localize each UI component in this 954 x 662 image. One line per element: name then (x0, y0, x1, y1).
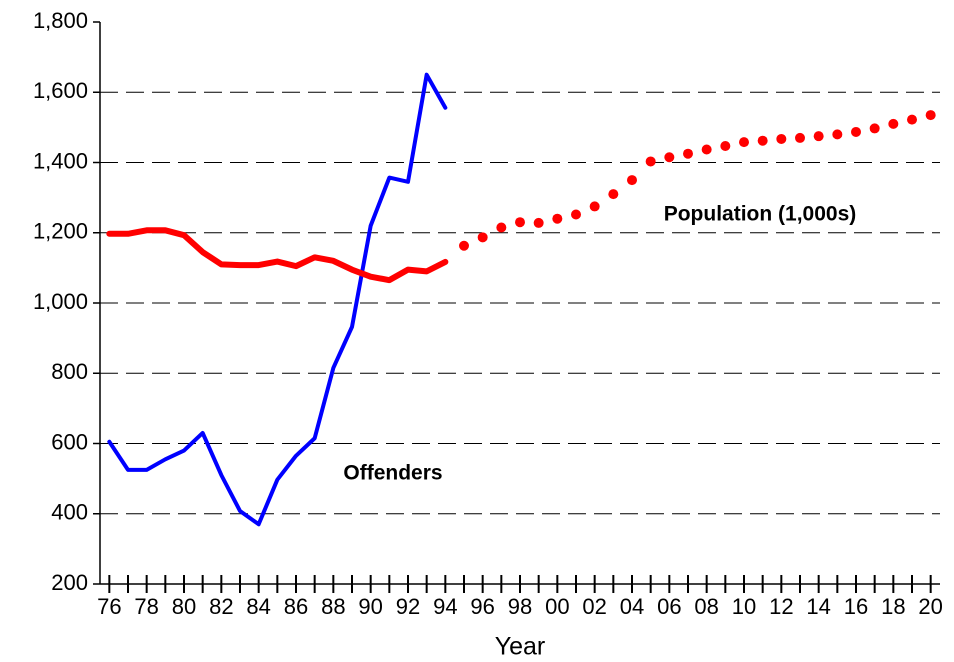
x-tick-label: 78 (134, 594, 158, 619)
x-axis-label: Year (495, 633, 546, 661)
y-tick-label: 400 (51, 500, 88, 525)
data-point (683, 148, 693, 159)
data-point (776, 133, 787, 144)
data-point (701, 144, 712, 155)
data-point (869, 123, 880, 134)
y-tick-label: 1,200 (33, 219, 88, 244)
x-tick-label: 06 (657, 594, 681, 619)
y-tick-label: 800 (51, 359, 88, 384)
data-point (459, 240, 469, 251)
x-tick-label: 84 (246, 594, 270, 619)
x-tick-label: 80 (172, 594, 196, 619)
data-point (552, 213, 563, 224)
data-point (832, 129, 843, 140)
data-point (608, 189, 619, 200)
y-tick-label: 1,800 (33, 8, 88, 33)
x-tick-label: 12 (769, 594, 793, 619)
x-tick-label: 90 (358, 594, 382, 619)
x-tick-label: 04 (620, 594, 644, 619)
x-tick-label: 92 (396, 594, 420, 619)
data-point (533, 217, 544, 228)
x-tick-label: 14 (806, 594, 830, 619)
x-tick-label: 76 (97, 594, 121, 619)
series-line (107, 72, 448, 527)
series-label: Population (1,000s) (664, 203, 857, 226)
data-point (515, 217, 525, 228)
series-label: Offenders (343, 462, 442, 485)
data-point (589, 201, 600, 212)
x-tick-label: 08 (694, 594, 718, 619)
data-point (720, 140, 731, 151)
data-point (571, 209, 581, 220)
data-point (645, 156, 656, 167)
data-point (851, 126, 861, 137)
y-tick-label: 1,600 (33, 78, 88, 103)
data-point (757, 135, 768, 146)
x-tick-label: 86 (284, 594, 308, 619)
y-tick-label: 1,000 (33, 289, 88, 314)
y-tick-label: 600 (51, 429, 88, 454)
x-tick-label: 02 (582, 594, 606, 619)
data-point (907, 114, 917, 125)
data-point (795, 132, 805, 143)
x-tick-label: 20 (918, 594, 942, 619)
data-point (739, 137, 749, 148)
y-tick-label: 1,400 (33, 148, 88, 173)
x-tick-label: 98 (508, 594, 532, 619)
data-point (664, 152, 675, 163)
x-tick-label: 18 (881, 594, 905, 619)
series-line (106, 227, 449, 284)
data-point (888, 118, 899, 129)
data-point (496, 222, 507, 233)
data-point (813, 131, 824, 142)
x-tick-label: 10 (732, 594, 756, 619)
data-point (477, 232, 488, 243)
x-tick-label: 16 (844, 594, 868, 619)
y-tick-label: 200 (51, 570, 88, 595)
x-tick-label: 96 (470, 594, 494, 619)
x-tick-label: 94 (433, 594, 457, 619)
x-tick-label: 82 (209, 594, 233, 619)
data-point (627, 175, 637, 186)
data-point (925, 110, 936, 121)
x-tick-label: 88 (321, 594, 345, 619)
x-tick-label: 00 (545, 594, 569, 619)
